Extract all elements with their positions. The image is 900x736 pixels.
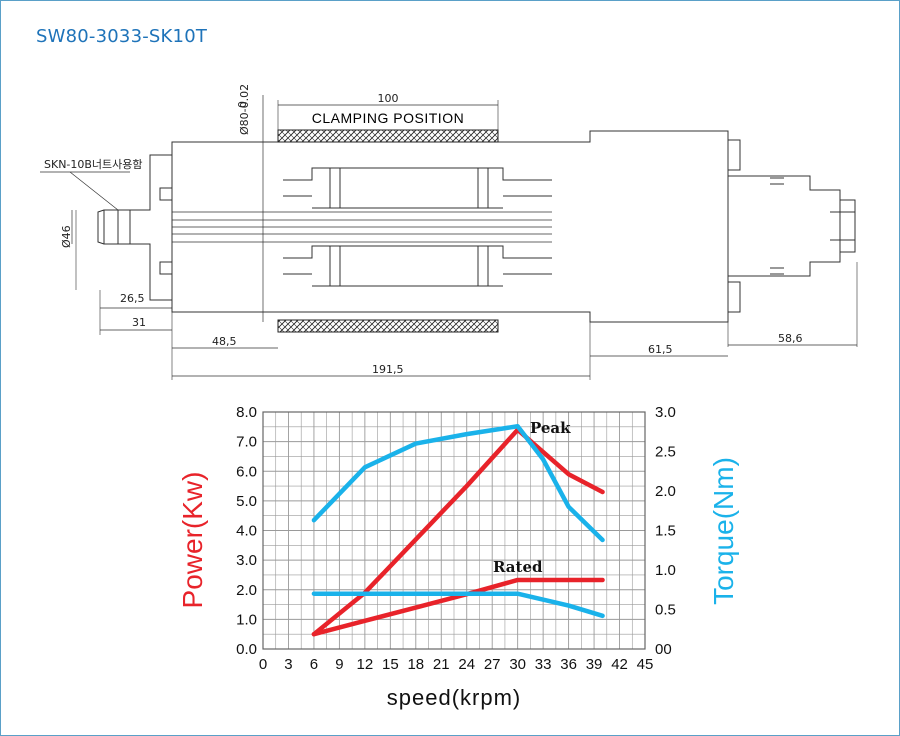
y-left-tick-label: 6.0 (236, 463, 257, 480)
x-tick-label: 33 (535, 656, 552, 673)
x-tick-label: 30 (509, 656, 526, 673)
dim-dia46: Ø46 (60, 225, 73, 248)
x-tick-label: 15 (382, 656, 399, 673)
annotation-rated: Rated (493, 558, 543, 576)
torque-series-line (311, 591, 605, 619)
x-tick-label: 42 (611, 656, 628, 673)
plot-border (262, 411, 646, 650)
x-tick-label: 6 (310, 656, 318, 673)
y-left-tick-label: 3.0 (236, 552, 257, 569)
spindle-drawing: 100 CLAMPING POSITION SKN-10B너트사용함 Ø80-0… (40, 84, 858, 380)
x-tick-label: 36 (560, 656, 577, 673)
clamping-label: CLAMPING POSITION (312, 110, 464, 126)
y-left-tick-label: 1.0 (236, 611, 257, 628)
dim-dia80: Ø80-0.02 (238, 84, 251, 135)
nut-note: SKN-10B너트사용함 (44, 158, 143, 171)
y-right-tick-label: 1.0 (655, 562, 676, 579)
dim-31: 31 (132, 316, 146, 329)
y-right-tick-label: 00 (655, 641, 672, 658)
x-tick-label: 18 (407, 656, 424, 673)
x-tick-label: 39 (586, 656, 603, 673)
x-tick-label: 27 (484, 656, 501, 673)
x-tick-label: 45 (637, 656, 654, 673)
spindle-outline (75, 95, 858, 380)
chart-ticks: 0 3 6 9 12 15 18 21 24 27 30 33 36 39 42 450.01.02.03.0… (236, 404, 676, 673)
power-series-line (311, 577, 605, 637)
annotation-peak: Peak (530, 419, 571, 437)
dim-191-5: 191,5 (372, 363, 404, 376)
dim-61-5: 61,5 (648, 343, 673, 356)
dim-dia80-zero: 0 (236, 101, 249, 108)
y-left-tick-label: 0.0 (236, 641, 257, 658)
y-right-tick-label: 1.5 (655, 523, 676, 540)
y-right-axis-label: Torque(Nm) (708, 457, 739, 605)
y-right-tick-label: 2.5 (655, 444, 676, 461)
y-left-tick-label: 7.0 (236, 434, 257, 451)
model-title: SW80-3033-SK10T (36, 26, 208, 47)
y-left-tick-label: 4.0 (236, 523, 257, 540)
dim-100: 100 (378, 92, 399, 105)
y-left-axis-label: Power(Kw) (177, 472, 208, 609)
dim-26-5: 26,5 (120, 292, 145, 305)
x-tick-label: 24 (458, 656, 475, 673)
y-left-tick-label: 8.0 (236, 404, 257, 421)
chart-series (311, 423, 605, 637)
y-right-tick-label: 2.0 (655, 483, 676, 500)
y-left-tick-label: 5.0 (236, 493, 257, 510)
x-tick-label: 9 (335, 656, 343, 673)
y-left-tick-label: 2.0 (236, 582, 257, 599)
chart-grid (262, 411, 646, 650)
clamp-hatch-bottom (277, 319, 499, 333)
y-right-tick-label: 0.5 (655, 602, 676, 619)
dim-48-5: 48,5 (212, 335, 237, 348)
x-tick-label: 21 (433, 656, 450, 673)
dim-58-6: 58,6 (778, 332, 803, 345)
y-right-tick-label: 3.0 (655, 404, 676, 421)
x-tick-label: 0 (259, 656, 267, 673)
x-tick-label: 12 (357, 656, 374, 673)
clamp-hatch-top (277, 129, 499, 143)
x-axis-label: speed(krpm) (387, 685, 521, 710)
torque-series-line (311, 423, 605, 543)
x-tick-label: 3 (284, 656, 292, 673)
